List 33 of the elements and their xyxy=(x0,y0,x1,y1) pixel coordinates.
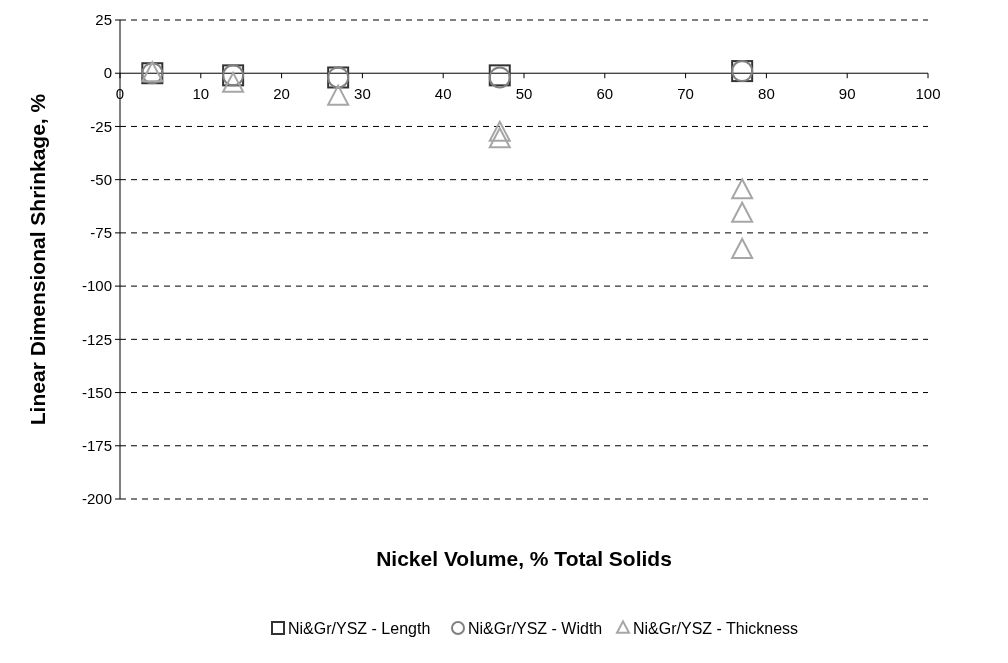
legend-label: Ni&Gr/YSZ - Width xyxy=(468,619,603,637)
x-tick-label: 80 xyxy=(758,85,775,103)
y-tick-label: 25 xyxy=(95,11,112,29)
x-tick-label: 70 xyxy=(677,85,694,103)
point xyxy=(488,127,511,149)
y-tick-label: -150 xyxy=(81,383,112,401)
x-tick-label: 60 xyxy=(596,85,614,103)
y-tick-label: -50 xyxy=(90,170,112,188)
y-tick-label: -175 xyxy=(81,437,112,455)
point xyxy=(488,120,511,142)
legend-label: Ni&Gr/YSZ - Thickness xyxy=(633,619,799,637)
y-axis-title: Linear Dimensional Shrinkage, % xyxy=(26,93,49,426)
point xyxy=(731,237,754,259)
x-tick-label: 20 xyxy=(273,85,290,103)
point xyxy=(731,201,754,223)
x-tick-label: 0 xyxy=(115,85,125,103)
x-tick-label: 100 xyxy=(915,85,941,103)
y-tick-label: -100 xyxy=(81,277,112,295)
y-tick-label: -75 xyxy=(90,224,112,242)
x-tick-label: 10 xyxy=(192,85,210,103)
x-tick-label: 40 xyxy=(434,85,452,103)
point xyxy=(222,71,245,93)
y-tick-label: 0 xyxy=(103,64,112,82)
x-tick-label: 90 xyxy=(838,85,856,103)
y-tick-label: -25 xyxy=(90,117,112,135)
point xyxy=(731,178,754,200)
y-tick-label: -200 xyxy=(81,490,112,508)
point xyxy=(327,84,350,106)
x-axis-title: Nickel Volume, % Total Solids xyxy=(376,547,672,570)
x-tick-label: 50 xyxy=(515,85,533,103)
x-tick-label: 30 xyxy=(354,85,371,103)
legend-label: Ni&Gr/YSZ - Length xyxy=(288,619,431,637)
y-tick-label: -125 xyxy=(81,330,112,348)
